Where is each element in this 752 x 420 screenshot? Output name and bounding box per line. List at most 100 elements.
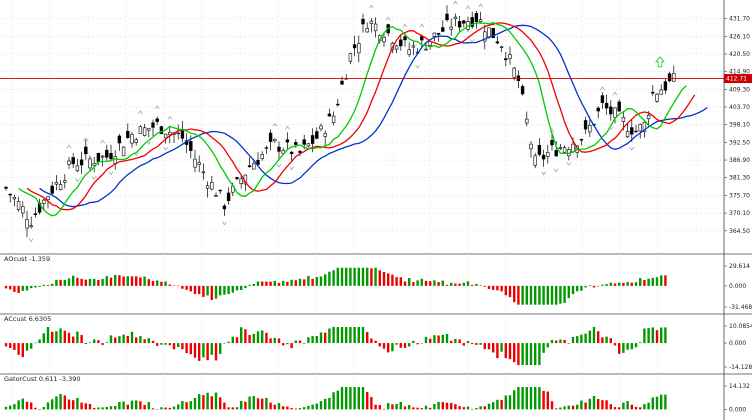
- indicator-tick-label: 0.000: [729, 406, 746, 413]
- histogram-bar: [72, 400, 75, 410]
- histogram-bar: [555, 285, 558, 305]
- price-axis: 431.70 426.10 420.50 414.90 409.30 403.70 398.…: [723, 0, 750, 420]
- candle-body: [504, 58, 508, 61]
- histogram-bar: [622, 282, 625, 286]
- candle-body: [659, 89, 663, 95]
- histogram-bar: [403, 406, 407, 410]
- candlestick: [441, 20, 445, 33]
- histogram-bar: [315, 335, 318, 344]
- candlestick: [256, 152, 260, 165]
- histogram-bar: [483, 343, 486, 350]
- histogram-bar: [286, 343, 289, 345]
- histogram-bar: [571, 336, 575, 344]
- histogram-bar: [555, 408, 558, 410]
- ao-histogram-pane[interactable]: AOcust -1.359: [4, 255, 667, 305]
- histogram-bar: [109, 335, 113, 344]
- histogram-bar: [139, 401, 142, 410]
- ac-histogram-pane[interactable]: ACcust 6.6305: [4, 315, 667, 366]
- histogram-bar: [223, 402, 226, 410]
- histogram-bar: [101, 343, 104, 345]
- histogram-bar: [471, 343, 474, 345]
- indicator-tick-label: 0.000: [729, 283, 746, 290]
- histogram-bar: [387, 343, 390, 353]
- price-tick-label: 420.50: [729, 51, 750, 58]
- candle-body: [457, 21, 462, 28]
- histogram-bar: [664, 394, 667, 410]
- histogram-bar: [9, 285, 12, 290]
- candlestick: [352, 35, 357, 57]
- histogram-bar: [193, 285, 197, 295]
- candlestick: [449, 18, 453, 36]
- histogram-bar: [496, 343, 499, 359]
- histogram-bar: [9, 343, 12, 349]
- histogram-bar: [626, 401, 629, 410]
- candlestick: [113, 150, 117, 170]
- gator-histogram-pane[interactable]: GatorCust 0.611 -3.390: [4, 375, 667, 410]
- candle-body: [399, 39, 403, 47]
- candle-body: [445, 13, 449, 21]
- histogram-bar: [265, 281, 268, 286]
- candle-body: [478, 19, 483, 22]
- candle-body: [193, 158, 197, 168]
- histogram-bar: [244, 401, 247, 410]
- histogram-bar: [168, 343, 171, 346]
- histogram-bar: [462, 282, 465, 286]
- histogram-bar: [546, 391, 549, 410]
- histogram-bar: [17, 400, 20, 410]
- histogram-bar: [298, 408, 302, 410]
- histogram-bar: [130, 276, 134, 286]
- candle-body: [604, 102, 609, 109]
- histogram-bar: [126, 335, 129, 344]
- candle-body: [336, 103, 340, 106]
- candlestick: [428, 41, 432, 50]
- candle-body: [142, 127, 147, 136]
- histogram-bar: [160, 407, 163, 410]
- histogram-bar: [51, 331, 54, 344]
- candle-body: [600, 95, 605, 103]
- candlestick: [193, 149, 197, 173]
- candlestick: [394, 44, 399, 54]
- candle-body: [16, 201, 21, 210]
- histogram-bar: [416, 280, 419, 286]
- histogram-bar: [198, 343, 201, 361]
- indicator-tick-label: 10.0854: [729, 323, 752, 330]
- histogram-bar: [231, 336, 234, 344]
- histogram-bar: [592, 285, 596, 288]
- histogram-bar: [55, 331, 58, 344]
- histogram-bar: [622, 343, 625, 353]
- histogram-bar: [517, 285, 520, 305]
- fractal-up-icon: [138, 110, 143, 115]
- candlestick: [58, 180, 63, 191]
- histogram-bar: [55, 279, 58, 286]
- candlestick: [541, 149, 546, 167]
- fractal-up-icon: [478, 3, 483, 8]
- candle-body: [365, 28, 369, 33]
- histogram-bar: [139, 277, 142, 286]
- candle-body: [483, 31, 487, 42]
- candlestick: [399, 35, 403, 51]
- candle-body: [411, 45, 416, 48]
- candlestick: [252, 160, 256, 170]
- candlestick: [508, 46, 512, 65]
- candlestick: [92, 156, 96, 173]
- indicator-axes: 29.614 0.000 -31.468 10.0854 0.000 -14.128 14.…: [724, 263, 752, 413]
- histogram-bar: [294, 408, 297, 410]
- histogram-bar: [403, 343, 407, 348]
- histogram-bar: [513, 343, 516, 363]
- histogram-bar: [340, 387, 344, 410]
- histogram-bar: [487, 343, 491, 350]
- candle-body: [79, 159, 84, 166]
- candle-body: [499, 46, 504, 48]
- histogram-bar: [135, 337, 138, 344]
- histogram-bar: [252, 333, 255, 344]
- indicator-tick-label: 0.000: [729, 340, 746, 347]
- histogram-bar: [639, 407, 642, 410]
- candle-body: [210, 182, 214, 190]
- histogram-bar: [282, 406, 285, 410]
- histogram-bar: [525, 343, 528, 366]
- histogram-bar: [639, 278, 642, 286]
- histogram-bar: [240, 400, 243, 410]
- histogram-bar: [412, 407, 415, 410]
- price-pane[interactable]: [0, 0, 724, 243]
